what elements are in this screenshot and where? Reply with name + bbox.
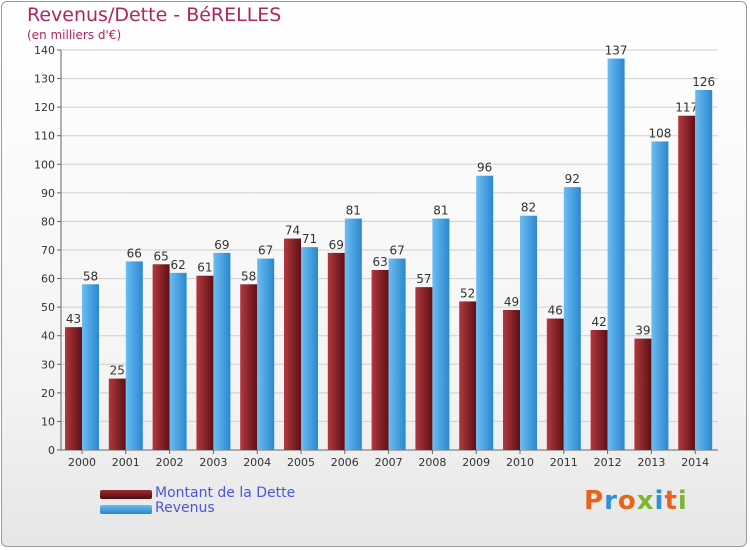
- bar-dette: [284, 238, 301, 450]
- y-tick-label: 90: [41, 187, 55, 200]
- bar-revenus: [213, 252, 231, 450]
- data-label-revenus: 69: [214, 238, 229, 252]
- legend-swatch-revenus: [100, 505, 152, 514]
- data-label-dette: 74: [285, 224, 300, 238]
- y-tick-label: 140: [34, 44, 55, 57]
- y-tick-label: 10: [41, 415, 55, 428]
- bar-revenus: [432, 218, 450, 450]
- data-label-dette: 52: [460, 286, 475, 300]
- y-tick-label: 110: [34, 130, 55, 143]
- bar-dette: [240, 284, 258, 450]
- bar-dette: [327, 252, 345, 450]
- bar-revenus: [476, 175, 494, 450]
- bar-dette: [196, 275, 214, 450]
- data-label-dette: 117: [675, 101, 698, 115]
- data-label-dette: 49: [504, 295, 519, 309]
- data-label-dette: 58: [241, 269, 256, 283]
- data-label-dette: 25: [110, 364, 125, 378]
- y-tick-label: 80: [41, 215, 55, 228]
- proxiti-logo: Proxiti: [584, 486, 688, 516]
- y-tick-label: 100: [34, 158, 55, 171]
- bar-revenus: [695, 90, 713, 450]
- bar-dette: [65, 327, 82, 450]
- x-tick-label: 2005: [287, 456, 315, 469]
- x-tick-label: 2003: [199, 456, 227, 469]
- data-label-revenus: 81: [433, 204, 448, 218]
- y-tick-label: 70: [41, 244, 55, 257]
- x-tick-label: 2013: [637, 456, 665, 469]
- data-label-revenus: 126: [692, 75, 715, 89]
- x-tick-label: 2009: [462, 456, 490, 469]
- bar-dette: [152, 264, 170, 450]
- legend-swatch-dette: [100, 490, 152, 499]
- x-tick-label: 2008: [418, 456, 446, 469]
- data-label-revenus: 58: [83, 269, 98, 283]
- data-label-revenus: 96: [477, 161, 492, 175]
- chart-subtitle: (en milliers d'€): [27, 28, 122, 42]
- x-tick-label: 2004: [243, 456, 271, 469]
- bar-revenus: [388, 258, 406, 450]
- data-label-revenus: 82: [521, 201, 536, 215]
- data-label-dette: 57: [416, 272, 431, 286]
- bar-dette: [415, 287, 433, 450]
- bar-dette: [590, 330, 608, 450]
- data-label-revenus: 108: [648, 126, 671, 140]
- bar-dette: [503, 310, 520, 450]
- y-tick-label: 0: [48, 444, 55, 457]
- chart-title: Revenus/Dette - BéRELLES: [27, 4, 282, 26]
- data-label-revenus: 137: [605, 44, 628, 58]
- bar-dette: [459, 301, 477, 450]
- y-tick-label: 130: [34, 73, 55, 86]
- data-label-dette: 63: [372, 255, 387, 269]
- data-label-revenus: 92: [565, 172, 580, 186]
- data-label-dette: 65: [153, 249, 168, 263]
- bar-revenus: [563, 187, 581, 450]
- x-tick-label: 2001: [112, 456, 140, 469]
- y-tick-label: 120: [34, 101, 55, 114]
- bar-dette: [634, 338, 652, 450]
- data-label-revenus: 67: [258, 244, 273, 258]
- y-tick-label: 60: [41, 273, 55, 286]
- bar-dette: [108, 378, 126, 450]
- y-tick-label: 30: [41, 358, 55, 371]
- x-tick-label: 2011: [550, 456, 578, 469]
- x-tick-label: 2002: [156, 456, 184, 469]
- bar-revenus: [607, 58, 625, 450]
- x-tick-label: 2006: [331, 456, 359, 469]
- x-tick-label: 2012: [594, 456, 622, 469]
- y-tick-label: 20: [41, 387, 55, 400]
- data-label-revenus: 71: [302, 232, 317, 246]
- bar-dette: [546, 318, 564, 450]
- data-label-dette: 43: [66, 312, 81, 326]
- bar-revenus: [82, 284, 99, 450]
- data-label-dette: 69: [329, 238, 344, 252]
- x-tick-label: 2010: [506, 456, 534, 469]
- bar-revenus: [301, 247, 318, 450]
- data-label-dette: 42: [591, 315, 606, 329]
- data-label-dette: 46: [548, 304, 563, 318]
- legend-label-dette: Montant de la Dette: [155, 485, 296, 501]
- data-label-revenus: 62: [170, 258, 185, 272]
- data-label-dette: 61: [197, 261, 212, 275]
- data-label-dette: 39: [635, 324, 650, 338]
- legend-label-revenus: Revenus: [155, 500, 215, 516]
- bar-dette: [678, 115, 696, 450]
- x-tick-label: 2000: [68, 456, 96, 469]
- data-label-revenus: 67: [389, 244, 404, 258]
- y-tick-label: 40: [41, 330, 55, 343]
- bar-revenus: [520, 215, 537, 450]
- bar-revenus: [125, 261, 143, 450]
- x-tick-label: 2014: [681, 456, 709, 469]
- x-tick-label: 2007: [375, 456, 403, 469]
- bar-revenus: [257, 258, 275, 450]
- data-label-revenus: 81: [346, 204, 361, 218]
- bar-revenus: [651, 141, 669, 450]
- bar-dette: [371, 270, 389, 450]
- data-label-revenus: 66: [127, 246, 142, 260]
- bar-revenus: [169, 272, 187, 450]
- bar-revenus: [344, 218, 362, 450]
- y-tick-label: 50: [41, 301, 55, 314]
